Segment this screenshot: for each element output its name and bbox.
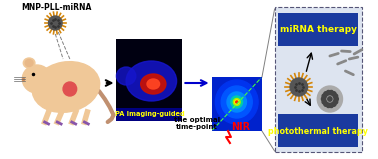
Ellipse shape bbox=[23, 58, 35, 68]
Circle shape bbox=[328, 97, 332, 101]
Ellipse shape bbox=[22, 65, 51, 93]
Ellipse shape bbox=[126, 61, 177, 101]
Ellipse shape bbox=[141, 74, 166, 94]
Circle shape bbox=[322, 100, 326, 104]
Circle shape bbox=[63, 82, 77, 96]
Circle shape bbox=[332, 92, 336, 96]
Circle shape bbox=[324, 102, 328, 106]
Text: miRNA therapy: miRNA therapy bbox=[280, 24, 357, 34]
Circle shape bbox=[329, 103, 333, 107]
Circle shape bbox=[332, 102, 336, 106]
FancyBboxPatch shape bbox=[212, 77, 262, 131]
Text: NIR: NIR bbox=[231, 122, 250, 132]
Circle shape bbox=[290, 78, 308, 96]
Circle shape bbox=[48, 16, 62, 30]
Circle shape bbox=[322, 94, 326, 98]
Circle shape bbox=[333, 100, 338, 104]
FancyBboxPatch shape bbox=[116, 108, 183, 121]
Text: PA Imaging-guided: PA Imaging-guided bbox=[115, 111, 184, 117]
FancyBboxPatch shape bbox=[274, 7, 362, 152]
Text: the optimal
time-point: the optimal time-point bbox=[174, 117, 220, 130]
Circle shape bbox=[321, 97, 326, 101]
Circle shape bbox=[334, 97, 338, 101]
Circle shape bbox=[333, 94, 338, 98]
Circle shape bbox=[227, 92, 246, 112]
Circle shape bbox=[215, 80, 258, 124]
Ellipse shape bbox=[32, 62, 100, 112]
Text: photothermal therapy: photothermal therapy bbox=[268, 127, 368, 135]
Circle shape bbox=[233, 98, 240, 106]
Circle shape bbox=[326, 103, 331, 107]
FancyBboxPatch shape bbox=[279, 114, 358, 147]
Circle shape bbox=[221, 86, 252, 118]
Ellipse shape bbox=[116, 67, 136, 85]
Circle shape bbox=[324, 92, 328, 96]
Circle shape bbox=[326, 90, 331, 95]
FancyBboxPatch shape bbox=[116, 39, 183, 121]
Circle shape bbox=[231, 96, 243, 108]
Circle shape bbox=[236, 101, 238, 103]
Ellipse shape bbox=[147, 79, 160, 89]
Circle shape bbox=[235, 100, 239, 104]
FancyBboxPatch shape bbox=[279, 13, 358, 46]
Text: MNP-PLL-miRNA: MNP-PLL-miRNA bbox=[21, 3, 91, 12]
Ellipse shape bbox=[25, 59, 33, 66]
Circle shape bbox=[329, 90, 333, 95]
Circle shape bbox=[317, 86, 342, 112]
